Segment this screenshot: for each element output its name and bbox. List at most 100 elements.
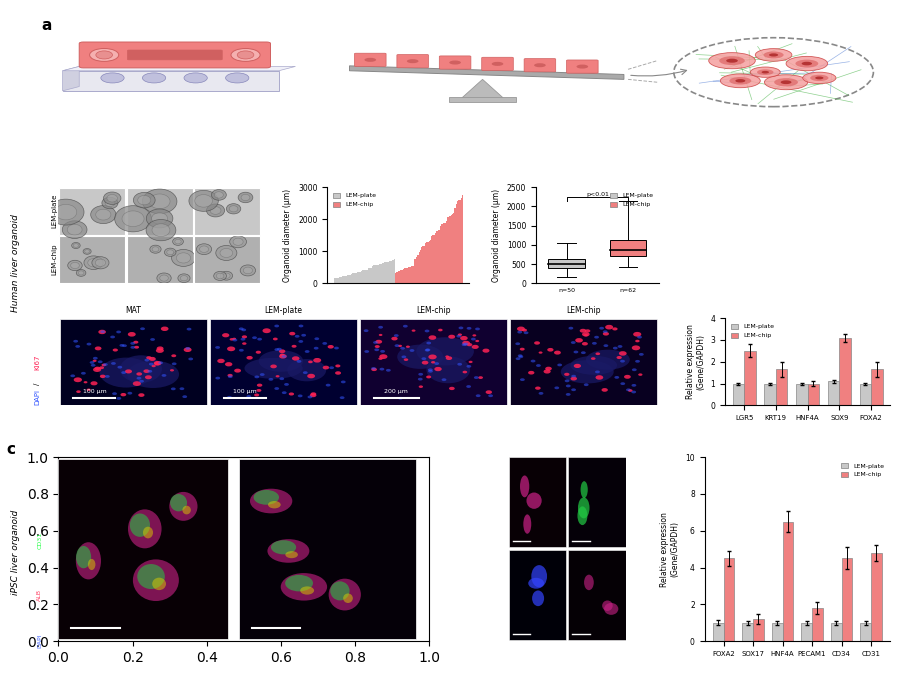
Y-axis label: Organoid diameter (μm): Organoid diameter (μm): [283, 189, 292, 282]
Bar: [841, 559, 852, 641]
Circle shape: [166, 250, 174, 255]
Circle shape: [93, 357, 98, 359]
Bar: [450, 216, 452, 283]
Circle shape: [156, 273, 171, 283]
Bar: [409, 267, 410, 283]
Circle shape: [147, 209, 173, 228]
Circle shape: [67, 224, 82, 235]
Circle shape: [98, 329, 106, 334]
Circle shape: [91, 381, 98, 385]
Bar: [341, 276, 343, 283]
Ellipse shape: [96, 51, 112, 59]
Circle shape: [130, 346, 135, 349]
Bar: [392, 260, 393, 283]
Text: c: c: [6, 443, 15, 458]
Bar: [410, 267, 411, 283]
Circle shape: [571, 341, 575, 344]
Bar: [368, 268, 369, 283]
Circle shape: [438, 329, 442, 331]
Bar: [435, 233, 436, 283]
Circle shape: [256, 389, 262, 392]
Circle shape: [565, 393, 571, 396]
Circle shape: [424, 349, 430, 352]
Circle shape: [476, 327, 480, 330]
Circle shape: [185, 347, 191, 350]
Circle shape: [449, 387, 455, 390]
Circle shape: [364, 58, 376, 62]
Circle shape: [311, 392, 316, 396]
Circle shape: [240, 265, 255, 276]
Bar: [444, 223, 446, 283]
Circle shape: [112, 392, 117, 395]
Circle shape: [555, 387, 559, 389]
Circle shape: [335, 371, 341, 374]
Ellipse shape: [143, 527, 153, 538]
Circle shape: [48, 199, 84, 225]
Bar: [360, 271, 362, 283]
Circle shape: [544, 370, 551, 374]
Circle shape: [152, 247, 159, 252]
Circle shape: [534, 63, 546, 68]
Bar: [831, 623, 841, 641]
Ellipse shape: [100, 357, 153, 387]
Circle shape: [431, 361, 435, 364]
Bar: [801, 623, 812, 641]
Circle shape: [120, 393, 126, 396]
Circle shape: [85, 250, 90, 253]
Circle shape: [445, 355, 450, 357]
Text: n=62: n=62: [619, 288, 636, 293]
Legend: LEM-plate, LEM-chip: LEM-plate, LEM-chip: [330, 190, 378, 210]
Circle shape: [303, 371, 307, 374]
Circle shape: [232, 338, 236, 340]
Circle shape: [254, 394, 259, 396]
Circle shape: [134, 346, 139, 349]
Bar: [782, 522, 793, 641]
Circle shape: [74, 243, 78, 248]
Circle shape: [76, 345, 80, 348]
Circle shape: [434, 362, 439, 365]
Circle shape: [269, 378, 273, 381]
Circle shape: [72, 243, 80, 248]
Ellipse shape: [259, 351, 303, 372]
Circle shape: [554, 351, 561, 355]
Bar: [366, 270, 367, 283]
Ellipse shape: [128, 361, 179, 388]
Circle shape: [603, 332, 609, 336]
Ellipse shape: [343, 593, 352, 603]
Circle shape: [133, 341, 138, 344]
Circle shape: [111, 362, 116, 365]
Bar: [462, 195, 463, 283]
Circle shape: [158, 361, 163, 364]
Circle shape: [636, 340, 640, 342]
Circle shape: [426, 376, 432, 379]
Ellipse shape: [288, 359, 326, 381]
Circle shape: [276, 375, 280, 377]
Circle shape: [273, 338, 278, 340]
Circle shape: [145, 359, 149, 361]
Text: LEM-chip: LEM-chip: [566, 306, 601, 316]
Circle shape: [307, 396, 312, 398]
Circle shape: [632, 368, 636, 371]
Circle shape: [222, 333, 229, 338]
Bar: [390, 261, 392, 283]
Circle shape: [441, 379, 447, 381]
Circle shape: [112, 349, 118, 351]
Circle shape: [91, 205, 116, 224]
Circle shape: [197, 243, 211, 254]
Bar: [458, 201, 459, 283]
Circle shape: [180, 387, 184, 390]
Circle shape: [520, 348, 525, 351]
Bar: [427, 241, 429, 283]
Circle shape: [618, 345, 622, 348]
Circle shape: [99, 366, 104, 369]
Text: a: a: [41, 18, 52, 33]
Circle shape: [422, 361, 429, 365]
Ellipse shape: [416, 338, 474, 366]
Circle shape: [239, 349, 244, 352]
Circle shape: [639, 353, 644, 356]
Bar: [807, 384, 819, 406]
Ellipse shape: [584, 575, 593, 590]
Circle shape: [94, 367, 101, 370]
Circle shape: [95, 209, 111, 220]
Circle shape: [520, 379, 525, 381]
